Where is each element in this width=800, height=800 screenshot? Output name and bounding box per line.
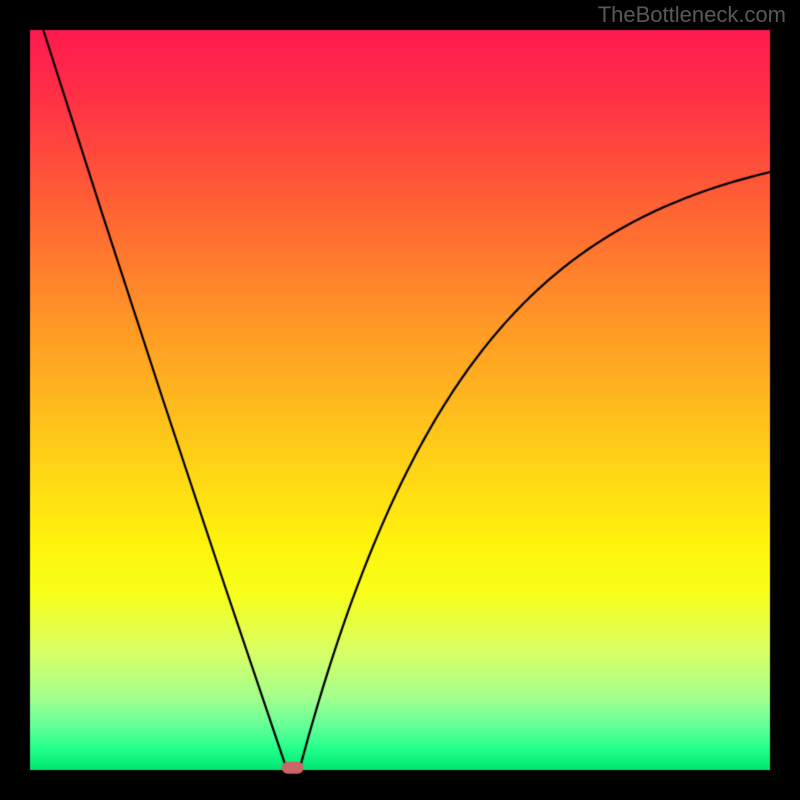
chart-container: TheBottleneck.com (0, 0, 800, 800)
bottleneck-chart-canvas (0, 0, 800, 800)
watermark-label: TheBottleneck.com (598, 2, 786, 28)
